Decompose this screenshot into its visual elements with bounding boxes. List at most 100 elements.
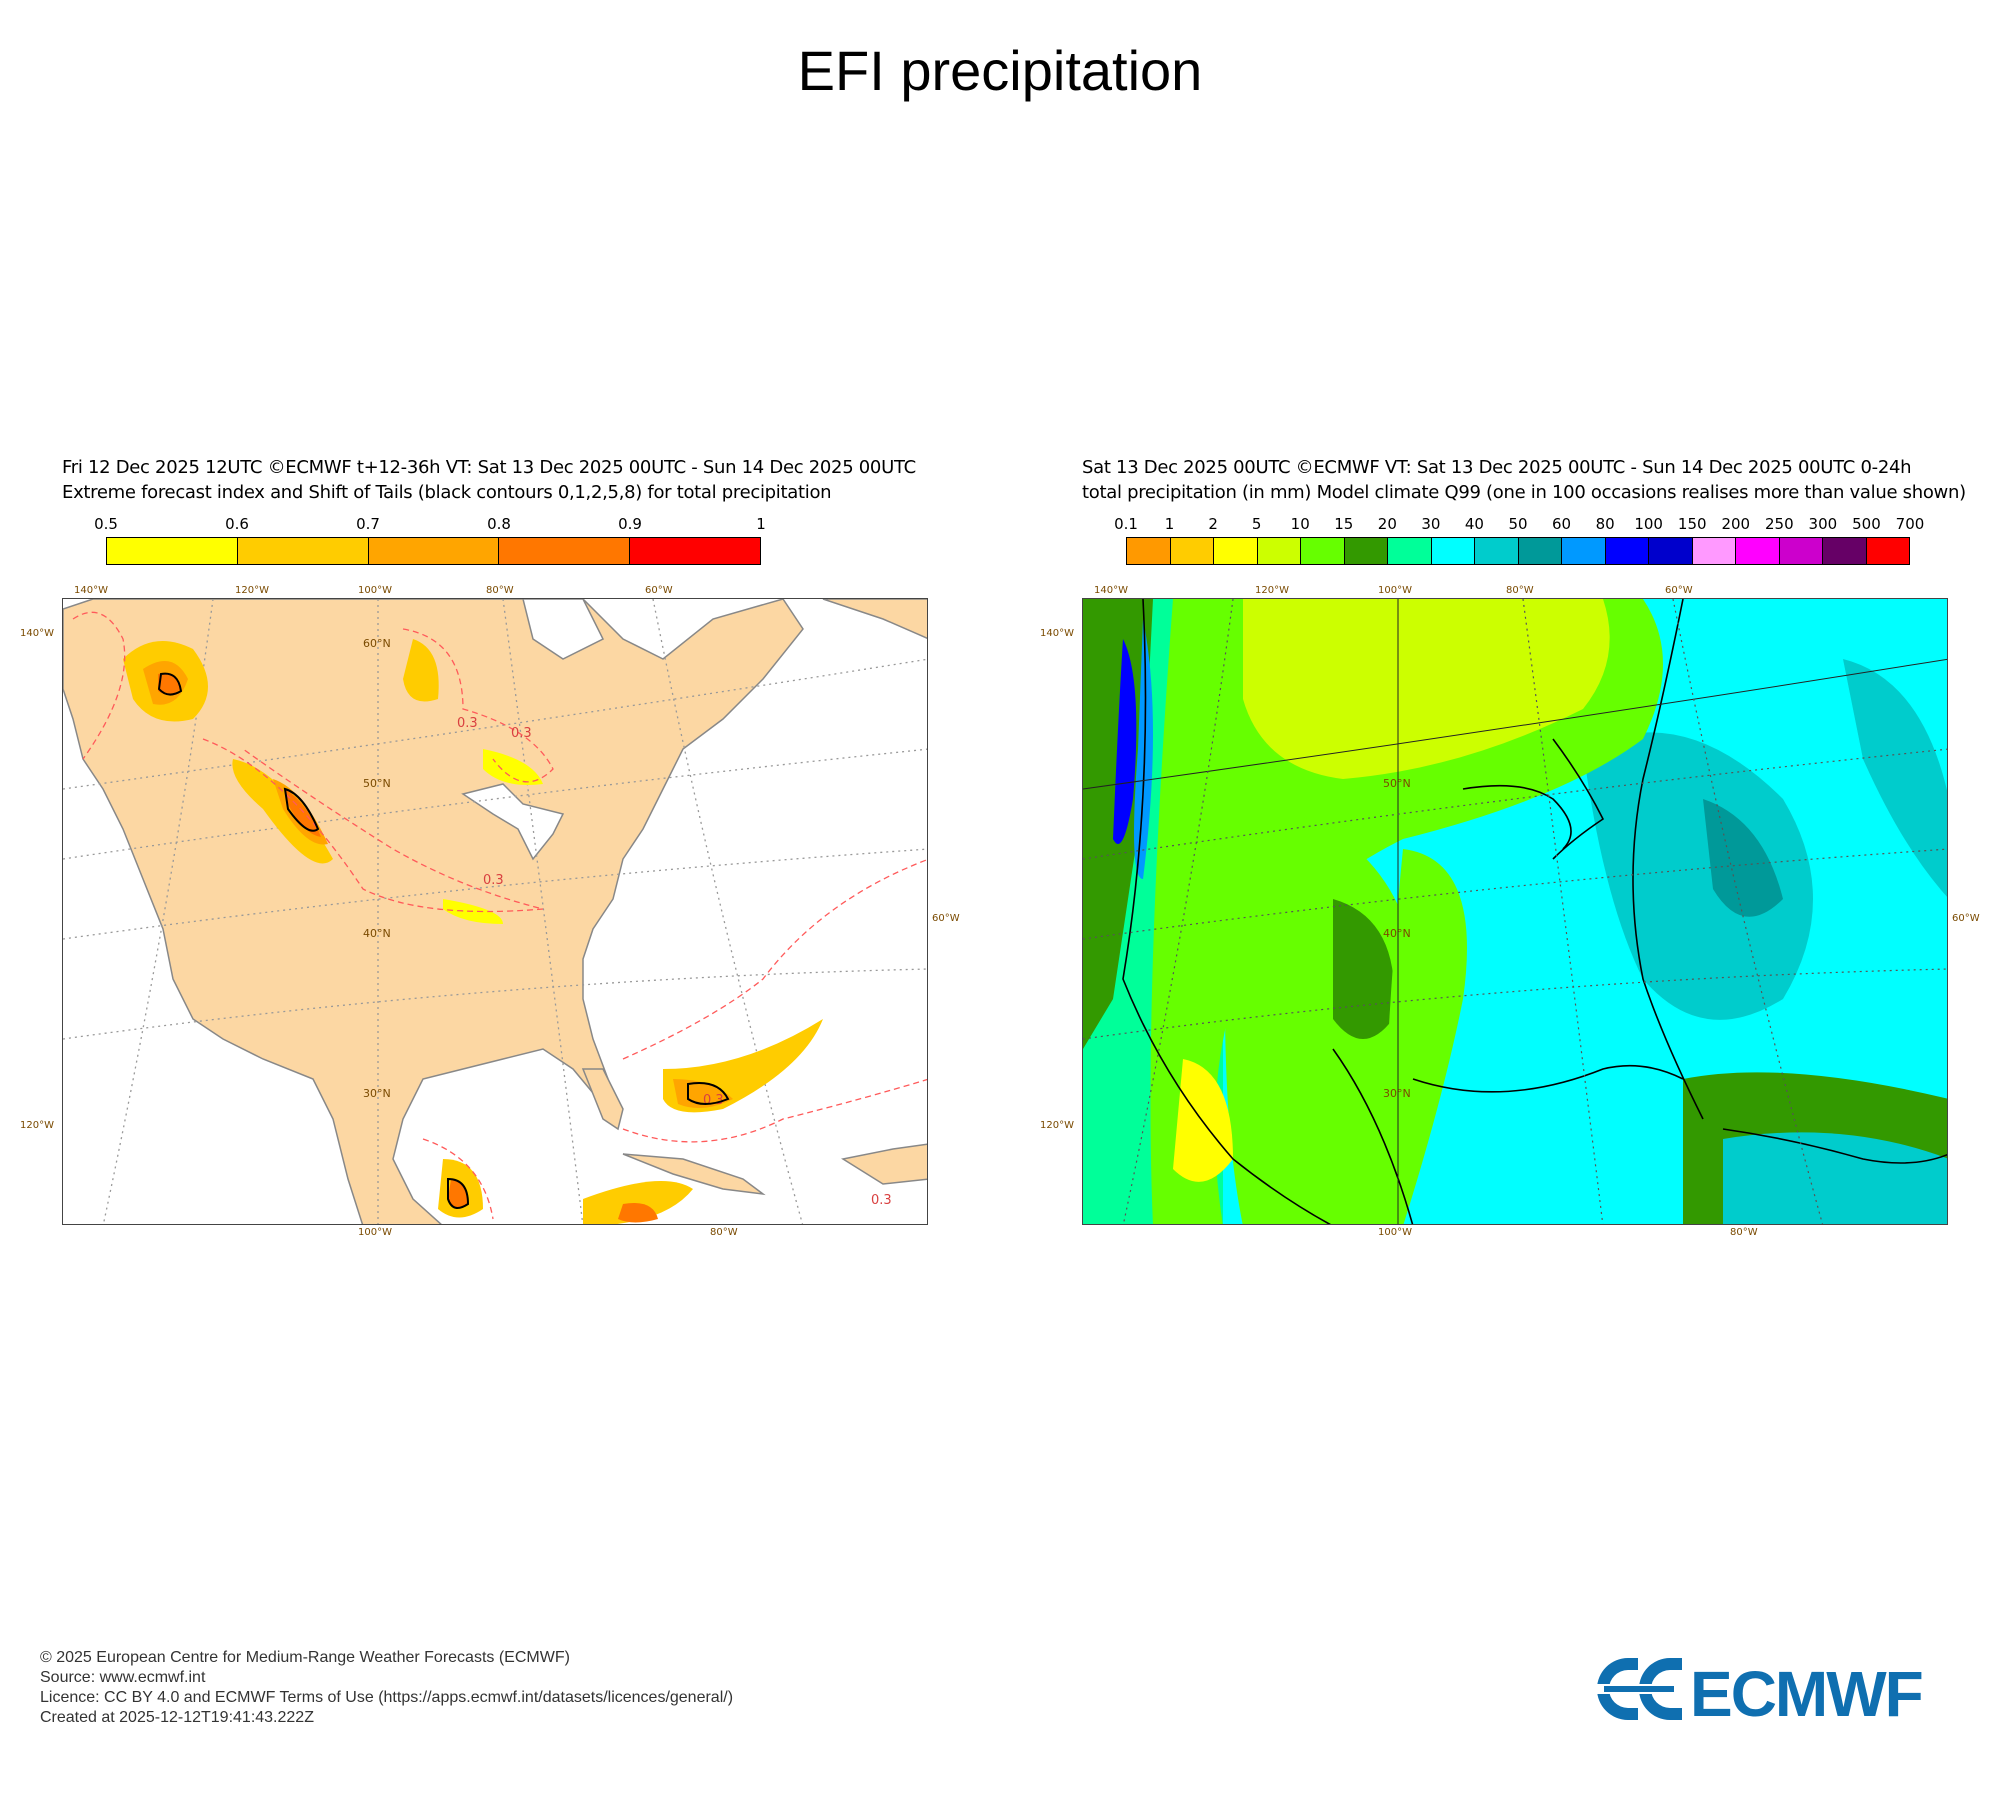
q99-colorbar-label: 30 (1421, 515, 1441, 533)
q99-colorbar-swatch (1127, 538, 1171, 564)
lon-label-top: 60°W (1665, 585, 1693, 596)
q99-colorbar-swatch (1475, 538, 1519, 564)
q99-colorbar-swatch (1649, 538, 1693, 564)
lon-label-left: 120°W (20, 1120, 54, 1131)
lat-label: 40°N (1383, 927, 1411, 940)
lon-label-top: 120°W (1255, 585, 1289, 596)
efi-contour-label: 0.3 (703, 1093, 724, 1108)
lat-label: 40°N (363, 927, 391, 940)
lon-label-top: 140°W (1094, 585, 1128, 596)
q99-colorbar-label: 100 (1634, 515, 1663, 533)
efi-header-line1: Fri 12 Dec 2025 12UTC ©ECMWF t+12-36h VT… (62, 457, 916, 478)
efi-colorbar-label: 0.7 (356, 515, 380, 533)
q99-colorbar-swatch (1388, 538, 1432, 564)
efi-colorbar-label: 0.6 (225, 515, 249, 533)
q99-colorbar-label: 150 (1677, 515, 1707, 533)
lon-label-bottom: 100°W (358, 1227, 392, 1238)
graticule (63, 599, 927, 1224)
efi-colorbar-label: 0.5 (94, 515, 118, 533)
q99-colorbar-swatch (1736, 538, 1780, 564)
lon-label-left: 140°W (20, 628, 54, 639)
climate-q99-panel: Sat 13 Dec 2025 00UTC ©ECMWF VT: Sat 13 … (1040, 455, 2000, 1255)
efi-map: 0.3 0.3 0.3 0.3 0.3 60°N 50°N 40°N 30°N (62, 598, 928, 1225)
land-hispaniola (841, 1143, 927, 1185)
lat-label: 50°N (363, 777, 391, 790)
efi-colorbar-labels: 0.5 0.6 0.7 0.8 0.9 1 (94, 515, 766, 533)
source-text: Source: www.ecmwf.int (40, 1669, 206, 1686)
land-cuba (622, 1153, 766, 1196)
q99-colorbar-label: 50 (1508, 515, 1528, 533)
lat-label: 60°N (363, 637, 391, 650)
efi-contour-label: 0.3 (871, 1193, 892, 1208)
lat-label: 50°N (1383, 777, 1411, 790)
copyright-text: © 2025 European Centre for Medium-Range … (40, 1649, 570, 1666)
lon-label-top: 100°W (1378, 585, 1412, 596)
efi-map-canvas: 0.3 0.3 0.3 0.3 0.3 60°N 50°N 40°N 30°N (63, 599, 927, 1224)
lon-label-right: 60°W (932, 913, 960, 924)
efi-colorbar-label: 0.8 (487, 515, 511, 533)
q99-colorbar-label: 5 (1251, 515, 1262, 533)
q99-map: 50°N 40°N 30°N (1082, 598, 1948, 1225)
efi-colorbar-label: 0.9 (618, 515, 642, 533)
lon-label-left: 140°W (1040, 628, 1074, 639)
efi-colorbar-swatch (107, 538, 238, 564)
licence-text: Licence: CC BY 4.0 and ECMWF Terms of Us… (40, 1689, 734, 1706)
q99-colorbar (1126, 537, 1910, 565)
created-text: Created at 2025-12-12T19:41:43.222Z (40, 1709, 314, 1726)
efi-header-line2: Extreme forecast index and Shift of Tail… (62, 482, 832, 503)
q99-colorbar-label: 20 (1377, 515, 1397, 533)
lon-label-bottom: 80°W (710, 1227, 738, 1238)
q99-map-canvas: 50°N 40°N 30°N (1083, 599, 1947, 1224)
q99-colorbar-label: 80 (1595, 515, 1615, 533)
q99-header-line2: total precipitation (in mm) Model climat… (1082, 482, 1966, 503)
q99-colorbar-swatch (1170, 538, 1214, 564)
q99-coastlines (1122, 599, 1947, 1224)
q99-colorbar-swatch (1562, 538, 1606, 564)
q99-colorbar-swatch (1257, 538, 1301, 564)
efi-colorbar-swatch (499, 538, 631, 564)
lon-label-top: 80°W (1506, 585, 1534, 596)
q99-colorbar-swatch (1866, 538, 1909, 564)
ecmwf-logo: ECMWF (1590, 1654, 1970, 1730)
lon-label-top: 100°W (358, 585, 392, 596)
q99-colorbar-label: 250 (1765, 515, 1794, 533)
efi-panel: Fri 12 Dec 2025 12UTC ©ECMWF t+12-36h VT… (20, 455, 1022, 1255)
q99-colorbar-swatch (1692, 538, 1736, 564)
lon-label-top: 80°W (486, 585, 514, 596)
q99-colorbar-label: 0.1 (1114, 515, 1138, 533)
q99-colorbar-swatch (1431, 538, 1475, 564)
ecmwf-logo-icon: ECMWF (1594, 1658, 1924, 1730)
q99-colorbar-swatch (1605, 538, 1649, 564)
q99-colorbar-label: 200 (1721, 515, 1751, 533)
q99-colorbar-label: 40 (1464, 515, 1484, 533)
q99-colorbar-label: 15 (1334, 515, 1354, 533)
efi-colorbar-swatch (368, 538, 500, 564)
sot-contours (157, 672, 730, 1209)
q99-colorbar-swatch (1301, 538, 1345, 564)
q99-colorbar-label: 300 (1808, 515, 1838, 533)
q99-colorbar-label: 2 (1208, 515, 1218, 533)
hudson-bay (522, 599, 605, 660)
lat-label: 30°N (1383, 1087, 1411, 1100)
q99-graticule-dotted (1083, 599, 1947, 1224)
q99-colorbar-label: 500 (1852, 515, 1881, 533)
q99-colorbar-label: 10 (1290, 515, 1310, 533)
efi-colorbar-swatch (237, 538, 369, 564)
lon-label-top: 140°W (74, 585, 108, 596)
q99-colorbar-swatch (1518, 538, 1562, 564)
q99-shading (1083, 599, 1947, 1224)
q99-colorbar-swatch (1823, 538, 1867, 564)
efi-colorbar-swatch (630, 538, 760, 564)
lon-label-right: 60°W (1952, 913, 1980, 924)
lon-label-top: 60°W (645, 585, 673, 596)
lon-label-left: 120°W (1040, 1120, 1074, 1131)
q99-colorbar-label: 1 (1164, 515, 1175, 533)
land-north-america (63, 599, 804, 1224)
q99-colorbar-label: 60 (1552, 515, 1572, 533)
logo-text: ECMWF (1690, 1658, 1922, 1724)
lat-label: 30°N (363, 1087, 391, 1100)
q99-colorbar-label: 700 (1895, 515, 1925, 533)
lon-label-bottom: 100°W (1378, 1227, 1412, 1238)
efi-colorbar-label: 1 (756, 515, 766, 533)
lon-label-bottom: 80°W (1730, 1227, 1758, 1238)
